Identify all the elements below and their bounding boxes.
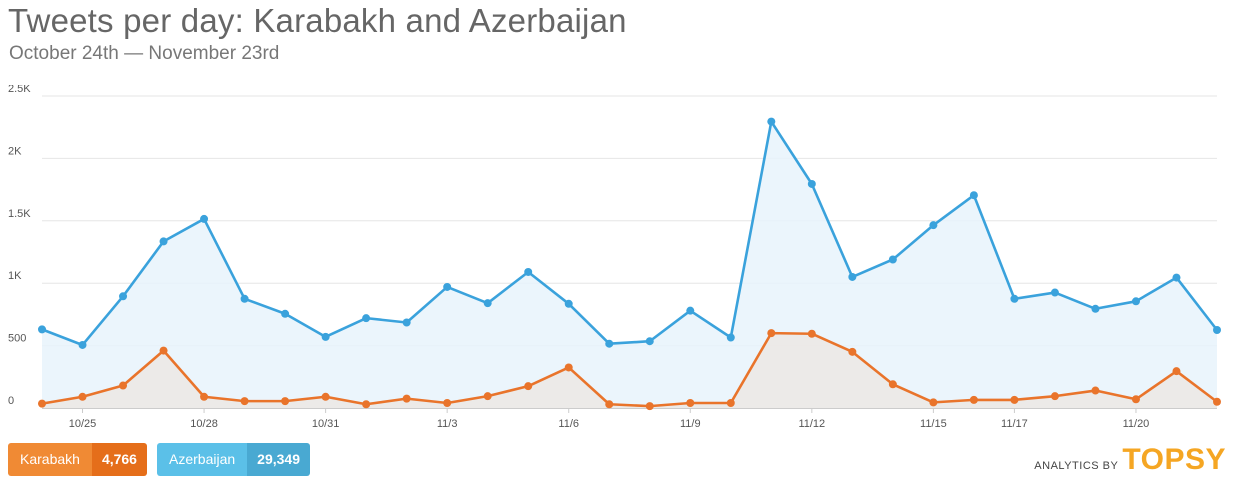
karabakh-point[interactable]	[240, 397, 249, 406]
karabakh-point[interactable]	[564, 363, 573, 372]
azerbaijan-point[interactable]	[200, 214, 209, 223]
chart-subtitle: October 24th — November 23rd	[9, 43, 280, 64]
azerbaijan-point[interactable]	[969, 191, 978, 200]
line-chart: 0 500 1K 1.5K 2K 2.5K 10/25 10/28 10/31 11/3 11/6 1…	[8, 85, 1221, 430]
x-tick-label: 11/20	[1123, 418, 1150, 430]
azerbaijan-point[interactable]	[1131, 297, 1140, 306]
karabakh-point[interactable]	[443, 399, 452, 408]
azerbaijan-point[interactable]	[767, 117, 776, 126]
karabakh-point[interactable]	[362, 400, 371, 409]
azerbaijan-point[interactable]	[119, 292, 128, 301]
azerbaijan-point[interactable]	[1213, 326, 1221, 334]
azerbaijan-point[interactable]	[726, 333, 735, 342]
x-tick-label: 11/12	[798, 418, 825, 430]
azerbaijan-point[interactable]	[686, 306, 695, 315]
karabakh-point[interactable]	[200, 392, 209, 401]
azerbaijan-point[interactable]	[929, 221, 938, 230]
azerbaijan-point[interactable]	[645, 337, 654, 346]
karabakh-point[interactable]	[686, 399, 695, 408]
y-tick-label: 0	[8, 395, 14, 407]
karabakh-area	[42, 333, 1217, 408]
karabakh-point[interactable]	[807, 329, 816, 338]
y-tick-label: 2.5K	[8, 85, 31, 95]
x-tick-label: 11/17	[1001, 418, 1028, 430]
legend-karabakh-label: Karabakh	[8, 443, 92, 476]
karabakh-point[interactable]	[1213, 397, 1221, 406]
x-tick-label: 11/6	[558, 418, 579, 430]
karabakh-point[interactable]	[1172, 367, 1181, 376]
azerbaijan-point[interactable]	[240, 294, 249, 303]
x-tick-label: 10/31	[312, 418, 340, 430]
azerbaijan-area	[42, 121, 1217, 409]
x-tick-label: 10/25	[69, 418, 97, 430]
azerbaijan-point[interactable]	[807, 179, 816, 188]
x-tick-label: 11/9	[680, 418, 701, 430]
azerbaijan-line	[41, 120, 1219, 347]
karabakh-point[interactable]	[38, 399, 46, 408]
azerbaijan-point[interactable]	[78, 340, 87, 349]
karabakh-point[interactable]	[1010, 395, 1019, 404]
azerbaijan-point[interactable]	[1050, 288, 1059, 297]
legend-azerbaijan-label: Azerbaijan	[157, 443, 248, 476]
y-tick-label: 1K	[8, 270, 22, 282]
karabakh-point[interactable]	[726, 399, 735, 408]
karabakh-point[interactable]	[321, 392, 330, 401]
karabakh-point[interactable]	[969, 395, 978, 404]
karabakh-point[interactable]	[605, 400, 614, 409]
karabakh-point[interactable]	[402, 394, 411, 403]
karabakh-point[interactable]	[1131, 395, 1140, 404]
x-tick-label: 11/15	[920, 418, 947, 430]
x-tick-label: 11/3	[437, 418, 458, 430]
karabakh-point[interactable]	[767, 329, 776, 338]
legend-azerbaijan-total: 29,349	[247, 443, 310, 476]
karabakh-point[interactable]	[645, 402, 654, 411]
topsy-branding[interactable]: ANALYTICS BY TOPSY	[1034, 443, 1226, 476]
karabakh-point[interactable]	[1091, 386, 1100, 395]
azerbaijan-point[interactable]	[1091, 304, 1100, 313]
azerbaijan-point[interactable]	[848, 272, 857, 281]
analytics-by-label: ANALYTICS BY	[1034, 460, 1119, 472]
karabakh-point[interactable]	[1050, 392, 1059, 401]
karabakh-point[interactable]	[119, 381, 128, 390]
y-tick-label: 2K	[8, 145, 22, 157]
karabakh-point[interactable]	[483, 392, 492, 401]
legend-karabakh-total: 4,766	[91, 443, 147, 476]
chart-title: Tweets per day: Karabakh and Azerbaijan	[8, 2, 627, 39]
karabakh-point[interactable]	[524, 382, 533, 391]
azerbaijan-point[interactable]	[605, 339, 614, 348]
azerbaijan-point[interactable]	[1172, 273, 1181, 282]
azerbaijan-point[interactable]	[159, 237, 168, 246]
karabakh-point[interactable]	[159, 346, 168, 355]
azerbaijan-point[interactable]	[38, 325, 46, 334]
azerbaijan-point[interactable]	[524, 267, 533, 276]
karabakh-point[interactable]	[78, 392, 87, 401]
azerbaijan-point[interactable]	[443, 282, 452, 291]
karabakh-point[interactable]	[888, 380, 897, 389]
karabakh-point[interactable]	[929, 398, 938, 407]
legend-azerbaijan-button[interactable]: Azerbaijan 29,349	[157, 443, 310, 476]
azerbaijan-point[interactable]	[281, 309, 290, 318]
y-tick-label: 500	[8, 333, 26, 345]
topsy-logo: TOPSY	[1122, 443, 1226, 476]
azerbaijan-point[interactable]	[321, 332, 330, 341]
azerbaijan-point[interactable]	[483, 299, 492, 308]
x-tick-label: 10/28	[190, 418, 218, 430]
karabakh-point[interactable]	[848, 347, 857, 356]
azerbaijan-point[interactable]	[402, 318, 411, 327]
azerbaijan-point[interactable]	[1010, 294, 1019, 303]
azerbaijan-point[interactable]	[564, 299, 573, 308]
legend-karabakh-button[interactable]: Karabakh 4,766	[8, 443, 147, 476]
y-tick-label: 1.5K	[8, 208, 31, 220]
karabakh-line	[41, 331, 1218, 408]
azerbaijan-point[interactable]	[362, 314, 371, 323]
azerbaijan-point[interactable]	[888, 255, 897, 264]
karabakh-point[interactable]	[281, 397, 290, 406]
